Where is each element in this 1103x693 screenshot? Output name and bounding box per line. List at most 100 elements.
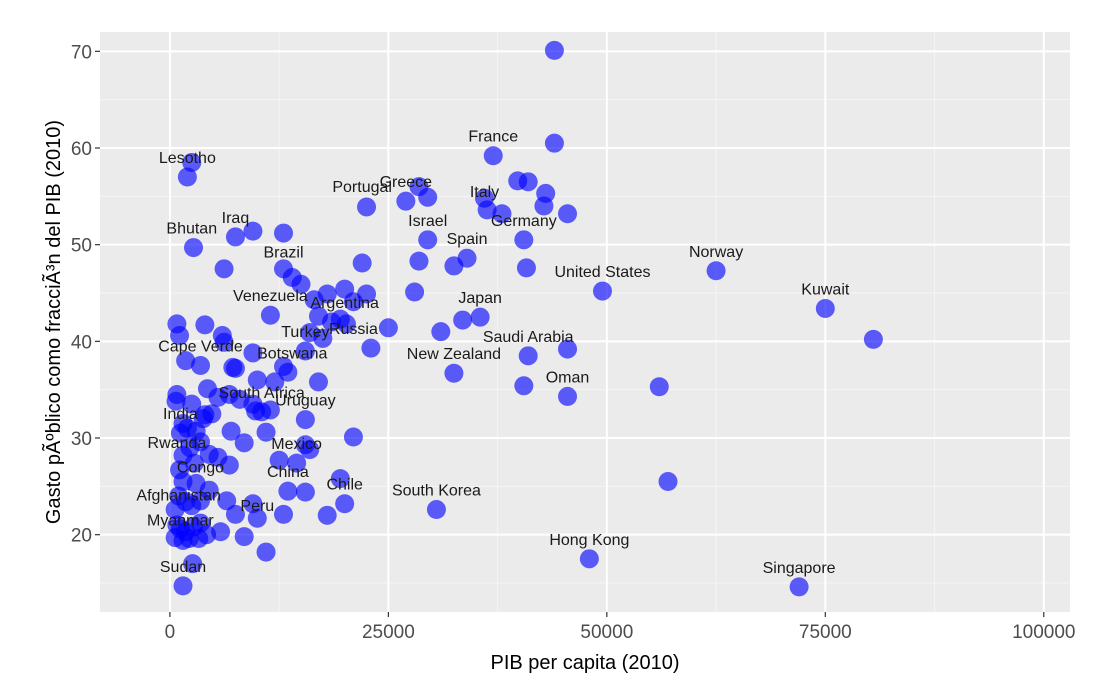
data-point — [649, 377, 669, 397]
data-point — [815, 298, 835, 318]
data-point — [426, 500, 446, 520]
minor-gridlines — [100, 32, 1070, 612]
data-point — [534, 196, 554, 216]
x-tick-label: 25000 — [362, 622, 415, 643]
country-label: Israel — [408, 213, 447, 230]
data-point — [343, 427, 363, 447]
country-label: Botswana — [257, 345, 327, 362]
y-tick-label: 40 — [71, 332, 92, 353]
country-label: South Africa — [219, 385, 305, 402]
data-point — [190, 356, 210, 375]
country-label: Chile — [326, 477, 363, 494]
y-axis-title: Gasto pÃºblico como fracciÃ³n del PIB (2… — [41, 120, 65, 524]
data-point — [269, 450, 289, 470]
data-point — [225, 227, 245, 247]
country-label: Bhutan — [166, 221, 217, 238]
major-gridlines — [100, 32, 1070, 612]
data-points — [165, 40, 883, 597]
data-point — [453, 310, 473, 330]
country-label: Saudi Arabia — [483, 329, 574, 346]
data-point — [184, 238, 204, 258]
country-label: United States — [554, 264, 650, 281]
data-point — [405, 282, 425, 302]
x-tick-label: 0 — [165, 622, 176, 643]
country-label: India — [163, 406, 198, 423]
data-point — [378, 318, 398, 338]
data-point — [313, 328, 333, 348]
data-point — [165, 500, 185, 520]
country-label: Brazil — [264, 245, 304, 262]
country-label: Spain — [447, 231, 488, 248]
data-point — [544, 40, 564, 60]
country-label: Portugal — [332, 179, 392, 196]
country-label: Rwanda — [148, 435, 207, 452]
data-point — [214, 332, 234, 352]
country-label: Russia — [329, 321, 378, 338]
data-point — [260, 305, 280, 325]
country-label: Italy — [470, 184, 499, 201]
country-label: South Korea — [392, 483, 481, 500]
data-point — [514, 230, 534, 250]
data-point — [330, 469, 350, 489]
data-point — [291, 274, 311, 294]
data-point — [256, 422, 276, 442]
country-label: China — [267, 464, 309, 481]
y-tick-label: 60 — [71, 139, 92, 160]
y-tick-label: 70 — [71, 42, 92, 63]
data-point — [214, 259, 234, 279]
x-tick-label: 50000 — [580, 622, 633, 643]
data-point — [243, 494, 263, 514]
data-point — [184, 453, 204, 473]
data-point — [544, 133, 564, 153]
country-label: Iraq — [222, 210, 250, 227]
country-label: Greece — [380, 174, 433, 191]
data-point — [260, 400, 280, 420]
data-point — [317, 505, 337, 525]
x-axis-ticks: 0 25000 50000 75000 100000 — [165, 612, 1075, 643]
country-label: Singapore — [763, 560, 836, 577]
data-point — [357, 284, 377, 304]
data-point — [514, 376, 534, 396]
data-point — [295, 410, 315, 430]
data-point — [225, 504, 245, 524]
data-point — [418, 230, 438, 250]
data-point — [195, 315, 215, 335]
country-label: Myanmar — [147, 513, 214, 530]
data-point — [256, 542, 276, 562]
country-label: Turkey — [281, 324, 329, 341]
y-tick-label: 20 — [71, 526, 92, 547]
country-label: Afghanistan — [136, 487, 221, 504]
data-point — [579, 549, 599, 569]
data-point — [409, 251, 429, 271]
data-point — [706, 261, 726, 281]
data-point — [265, 372, 285, 392]
data-point — [278, 362, 298, 382]
country-label: Japan — [458, 290, 502, 307]
data-point — [183, 554, 203, 574]
country-label: New Zealand — [407, 346, 501, 363]
data-point — [177, 167, 197, 187]
data-point — [173, 576, 193, 596]
country-label: Mexico — [271, 436, 322, 453]
country-label: Germany — [491, 213, 557, 230]
data-point — [317, 284, 337, 304]
data-point — [477, 200, 497, 220]
country-label: Congo — [177, 459, 224, 476]
data-point — [361, 338, 381, 358]
data-point — [295, 341, 315, 361]
data-point — [863, 329, 883, 349]
y-axis-ticks: 20 30 40 50 60 70 — [71, 42, 100, 547]
data-point — [431, 322, 451, 342]
data-point — [658, 472, 678, 491]
data-point — [173, 472, 193, 491]
data-point — [225, 358, 245, 378]
data-point — [243, 221, 263, 241]
data-point — [170, 326, 190, 346]
country-label: Norway — [689, 244, 743, 261]
data-point — [470, 307, 490, 327]
data-point — [352, 253, 372, 273]
data-point — [336, 314, 356, 334]
data-point — [558, 386, 578, 406]
country-label: Venezuela — [233, 288, 308, 305]
